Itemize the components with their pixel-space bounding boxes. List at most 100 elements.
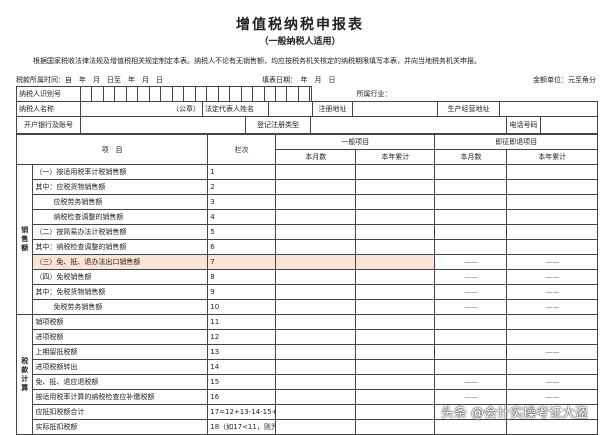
tax-id-boxes[interactable] [80,86,312,102]
amount-cell[interactable] [275,419,357,435]
bank-field[interactable] [80,116,246,134]
amount-cell[interactable] [506,419,598,435]
industry-label: 所属行业： [356,90,392,98]
amount-cell[interactable] [275,269,357,285]
tax-id-digit-box[interactable] [184,87,196,101]
section-tax: 税款计算 [15,314,34,435]
tax-id-digit-box[interactable] [287,87,299,101]
amount-cell[interactable] [355,314,436,330]
biz-addr-field[interactable] [499,101,598,117]
amount-cell[interactable] [434,344,508,360]
amount-cell[interactable] [275,389,357,405]
dash-cell: —— [434,284,508,300]
tax-id-digit-box[interactable] [299,87,311,101]
amount-cell[interactable] [434,419,508,435]
amount-cell[interactable] [275,299,357,315]
tax-id-digit-box[interactable] [276,87,288,101]
amount-cell[interactable] [275,344,357,360]
amount-cell[interactable] [434,224,508,240]
tax-id-digit-box[interactable] [173,87,185,101]
tax-id-digit-box[interactable] [81,87,93,101]
tax-id-digit-box[interactable] [253,87,265,101]
table-row: （三）免、抵、退办法出口销售额 7 —— —— [17,254,598,270]
amount-cell[interactable] [355,344,436,360]
amount-cell[interactable] [355,284,436,300]
amount-cell[interactable] [275,254,357,270]
amount-cell[interactable] [275,374,357,390]
amount-cell[interactable] [355,374,436,390]
amount-cell[interactable] [355,179,436,195]
tax-id-digit-box[interactable] [150,87,162,101]
amount-cell[interactable] [434,314,508,330]
amount-cell[interactable] [506,314,598,330]
amount-cell[interactable] [434,359,508,375]
amount-cell[interactable] [506,359,598,375]
amount-cell[interactable] [275,404,357,420]
tax-id-digit-box[interactable] [265,87,276,101]
amount-cell[interactable] [355,209,436,225]
tax-id-digit-box[interactable] [219,87,231,101]
table-row: 其中：免税货物销售额 9 —— —— [17,284,598,300]
phone-field[interactable] [540,116,598,134]
amount-cell[interactable] [506,329,598,345]
amount-cell[interactable] [434,329,508,345]
amount-cell[interactable] [355,404,436,420]
reg-addr-label: 注册地址 [312,101,353,117]
amount-cell[interactable] [355,389,436,405]
amount-cell[interactable] [355,359,436,375]
amount-cell[interactable] [434,179,508,195]
tax-id-digit-box[interactable] [230,87,242,101]
biz-addr-label: 生产经营地址 [437,101,500,117]
amount-cell[interactable] [275,179,357,195]
amount-cell[interactable] [355,419,436,435]
amount-cell[interactable] [506,224,598,240]
row-label: 进项税额 [32,329,209,345]
amount-cell[interactable] [506,179,598,195]
amount-unit: 金额单位：元至角分 [533,76,596,84]
amount-cell[interactable] [275,194,357,210]
amount-cell[interactable] [275,209,357,225]
amount-cell[interactable] [506,164,598,180]
amount-cell[interactable] [434,164,508,180]
legal-rep-field[interactable] [268,101,313,117]
amount-cell[interactable] [355,329,436,345]
amount-cell[interactable] [506,209,598,225]
amount-cell[interactable] [434,194,508,210]
fill-date: 填表日期： 年 月 日 [262,76,336,84]
tax-id-digit-box[interactable] [92,87,104,101]
amount-cell[interactable] [275,284,357,300]
amount-cell[interactable] [355,164,436,180]
reg-addr-field[interactable] [352,101,438,117]
tax-id-digit-box[interactable] [115,87,127,101]
tax-id-digit-box[interactable] [242,87,254,101]
tax-id-digit-box[interactable] [161,87,173,101]
dash-cell: —— [506,344,598,360]
amount-cell[interactable] [355,194,436,210]
amount-cell[interactable] [434,209,508,225]
amount-cell[interactable] [275,239,357,255]
row-line-number: 4 [207,209,277,225]
amount-cell[interactable] [355,254,436,270]
amount-cell[interactable] [355,269,436,285]
amount-cell[interactable] [275,359,357,375]
row-line-number: 15 [207,374,277,390]
tax-id-digit-box[interactable] [207,87,219,101]
amount-cell[interactable] [275,329,357,345]
reg-type-field[interactable] [310,116,507,134]
amount-cell[interactable] [355,299,436,315]
tax-id-digit-box[interactable] [196,87,208,101]
tax-id-label: 纳税人识别号 [16,86,81,102]
tax-id-digit-box[interactable] [138,87,150,101]
amount-cell[interactable] [275,164,357,180]
amount-cell[interactable] [434,239,508,255]
tax-id-digit-box[interactable] [104,87,116,101]
amount-cell[interactable] [506,194,598,210]
amount-cell[interactable] [355,239,436,255]
amount-cell[interactable] [355,224,436,240]
amount-cell[interactable] [275,314,357,330]
tax-id-digit-box[interactable] [127,87,139,101]
dash-cell: —— [506,374,598,390]
section-sales: 销售额 [15,164,34,315]
amount-cell[interactable] [506,239,598,255]
amount-cell[interactable] [275,224,357,240]
